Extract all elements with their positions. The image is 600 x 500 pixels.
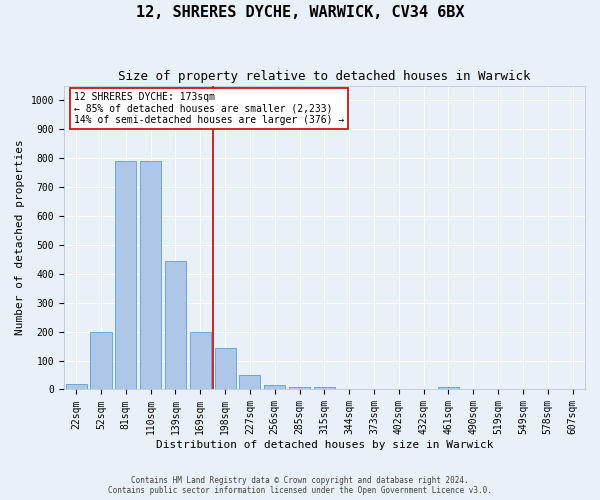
Bar xyxy=(91,332,112,390)
Bar xyxy=(264,385,285,390)
Bar xyxy=(115,161,136,390)
Text: 12 SHRERES DYCHE: 173sqm
← 85% of detached houses are smaller (2,233)
14% of sem: 12 SHRERES DYCHE: 173sqm ← 85% of detach… xyxy=(74,92,344,125)
Text: Contains HM Land Registry data © Crown copyright and database right 2024.
Contai: Contains HM Land Registry data © Crown c… xyxy=(108,476,492,495)
X-axis label: Distribution of detached houses by size in Warwick: Distribution of detached houses by size … xyxy=(155,440,493,450)
Bar xyxy=(140,161,161,390)
Bar xyxy=(165,261,186,390)
Text: 12, SHRERES DYCHE, WARWICK, CV34 6BX: 12, SHRERES DYCHE, WARWICK, CV34 6BX xyxy=(136,5,464,20)
Bar xyxy=(190,332,211,390)
Bar xyxy=(215,348,236,390)
Bar xyxy=(314,386,335,390)
Y-axis label: Number of detached properties: Number of detached properties xyxy=(15,140,25,336)
Bar xyxy=(289,386,310,390)
Bar xyxy=(438,386,459,390)
Bar xyxy=(65,384,87,390)
Bar xyxy=(239,375,260,390)
Title: Size of property relative to detached houses in Warwick: Size of property relative to detached ho… xyxy=(118,70,530,83)
